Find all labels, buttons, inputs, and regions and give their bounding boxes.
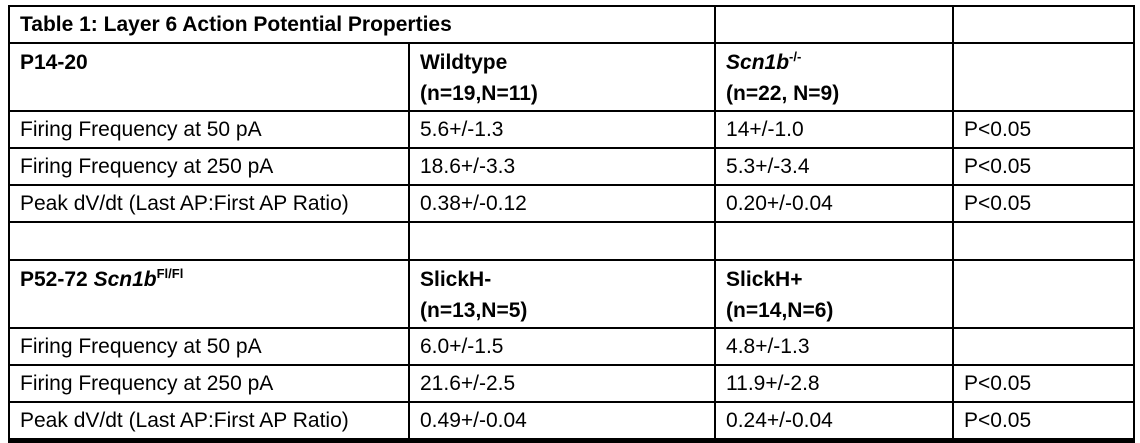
section2-header-row: P52-72 Scn1bFl/Fl SlickH- (n=13,N=5) Sli… <box>8 259 1136 329</box>
table-row: Peak dV/dt (Last AP:First AP Ratio) 0.38… <box>8 184 1136 223</box>
p-value: P<0.05 <box>964 191 1032 215</box>
table-row: Firing Frequency at 250 pA 21.6+/-2.5 11… <box>8 364 1136 403</box>
cutoff-row-border-stub <box>950 440 952 443</box>
slickh-pos-value-cell: 4.8+/-1.3 <box>714 327 955 366</box>
p-value-cell: P<0.05 <box>952 110 1136 149</box>
wildtype-value-cell: 0.38+/-0.12 <box>407 184 717 223</box>
value: 5.6+/-1.3 <box>420 117 504 141</box>
row-label-cell: Firing Frequency at 50 pA <box>8 327 410 366</box>
wildtype-n-count: (n=19,N=11) <box>420 82 538 105</box>
row-label-cell: Peak dV/dt (Last AP:First AP Ratio) <box>8 401 410 443</box>
value: 0.24+/-0.04 <box>726 408 833 432</box>
table-row: Peak dV/dt (Last AP:First AP Ratio) 0.49… <box>8 401 1136 443</box>
section1-header-row: P14-20 Wildtype (n=19,N=11) Scn1b-/- (n=… <box>8 42 1136 112</box>
p-value: P<0.05 <box>964 371 1032 395</box>
title-row-empty-cell <box>714 5 955 44</box>
cutoff-row-border-stub <box>406 440 408 443</box>
row-label-cell: Firing Frequency at 250 pA <box>8 364 410 403</box>
value: 4.8+/-1.3 <box>726 334 810 358</box>
allele-superscript: -/- <box>789 49 802 64</box>
table-row: Firing Frequency at 50 pA 5.6+/-1.3 14+/… <box>8 110 1136 149</box>
cutoff-row-border-stub <box>712 440 714 443</box>
gene-name-italic: Scn1b <box>93 268 157 291</box>
value: 0.20+/-0.04 <box>726 191 833 215</box>
slickh-neg-value-cell: 0.49+/-0.04 <box>407 401 717 443</box>
slickh-neg-value-cell: 21.6+/-2.5 <box>407 364 717 403</box>
slickh-neg-label: SlickH- <box>420 268 492 291</box>
section2-slickh-neg-header-cell: SlickH- (n=13,N=5) <box>407 259 717 329</box>
p-value-cell: P<0.05 <box>952 364 1136 403</box>
row-label: Peak dV/dt (Last AP:First AP Ratio) <box>20 191 349 215</box>
table-row: Firing Frequency at 50 pA 6.0+/-1.5 4.8+… <box>8 327 1136 366</box>
scn1b-label: Scn1b-/- <box>726 47 942 78</box>
spacer-cell <box>8 221 410 261</box>
p-value-cell <box>952 327 1136 366</box>
slickh-neg-n-count: (n=13,N=5) <box>420 299 528 322</box>
cutoff-row-border-stub <box>1131 440 1133 443</box>
value: 0.49+/-0.04 <box>420 408 527 432</box>
section2-group-cell: P52-72 Scn1bFl/Fl <box>8 259 410 329</box>
p-value-cell: P<0.05 <box>952 147 1136 186</box>
spacer-cell <box>952 221 1136 261</box>
action-potential-table: Table 1: Layer 6 Action Potential Proper… <box>7 5 1136 443</box>
row-label-cell: Peak dV/dt (Last AP:First AP Ratio) <box>8 184 410 223</box>
title-row-empty-cell <box>952 5 1136 44</box>
spacer-row <box>8 221 1136 261</box>
row-label-cell: Firing Frequency at 250 pA <box>8 147 410 186</box>
slickh-pos-value-cell: 11.9+/-2.8 <box>714 364 955 403</box>
scn1b-value-cell: 14+/-1.0 <box>714 110 955 149</box>
row-label: Peak dV/dt (Last AP:First AP Ratio) <box>20 408 349 432</box>
allele-superscript: Fl/Fl <box>156 266 184 281</box>
slickh-neg-value-cell: 6.0+/-1.5 <box>407 327 717 366</box>
wildtype-value-cell: 5.6+/-1.3 <box>407 110 717 149</box>
slickh-pos-n-count: (n=14,N=6) <box>726 299 834 322</box>
section2-slickh-pos-header-cell: SlickH+ (n=14,N=6) <box>714 259 955 329</box>
value: 21.6+/-2.5 <box>420 371 516 395</box>
section1-group-label: P14-20 <box>20 51 88 74</box>
table-title-cell: Table 1: Layer 6 Action Potential Proper… <box>7 5 717 44</box>
spacer-cell <box>714 221 955 261</box>
row-label: Firing Frequency at 250 pA <box>20 154 274 178</box>
slickh-pos-label: SlickH+ <box>726 268 803 291</box>
section1-wildtype-header-cell: Wildtype (n=19,N=11) <box>407 42 717 112</box>
value: 5.3+/-3.4 <box>726 154 810 178</box>
scn1b-value-cell: 0.20+/-0.04 <box>714 184 955 223</box>
section1-scn1b-header-cell: Scn1b-/- (n=22, N=9) <box>714 42 955 112</box>
wildtype-value-cell: 18.6+/-3.3 <box>407 147 717 186</box>
cutoff-row-border-stub <box>8 440 10 443</box>
value: 0.38+/-0.12 <box>420 191 527 215</box>
table-title-row: Table 1: Layer 6 Action Potential Proper… <box>7 5 1136 44</box>
slickh-pos-value-cell: 0.24+/-0.04 <box>714 401 955 443</box>
table-title: Table 1: Layer 6 Action Potential Proper… <box>20 12 452 36</box>
value: 6.0+/-1.5 <box>420 334 504 358</box>
section1-group-cell: P14-20 <box>8 42 410 112</box>
p-value-cell: P<0.05 <box>952 184 1136 223</box>
p-value-cell: P<0.05 <box>952 401 1136 443</box>
p-value: P<0.05 <box>964 117 1032 141</box>
table-row: Firing Frequency at 250 pA 18.6+/-3.3 5.… <box>8 147 1136 186</box>
p-value: P<0.05 <box>964 154 1032 178</box>
row-label: Firing Frequency at 50 pA <box>20 117 262 141</box>
value: 14+/-1.0 <box>726 117 804 141</box>
row-label: Firing Frequency at 250 pA <box>20 371 274 395</box>
p-value: P<0.05 <box>964 408 1032 432</box>
section2-header-empty-cell <box>952 259 1136 329</box>
scn1b-n-count: (n=22, N=9) <box>726 82 840 105</box>
wildtype-label: Wildtype <box>420 51 508 74</box>
row-label-cell: Firing Frequency at 50 pA <box>8 110 410 149</box>
row-label: Firing Frequency at 50 pA <box>20 334 262 358</box>
value: 11.9+/-2.8 <box>726 371 820 395</box>
section2-group-prefix: P52-72 <box>20 268 94 291</box>
section1-header-empty-cell <box>952 42 1136 112</box>
value: 18.6+/-3.3 <box>420 154 516 178</box>
gene-name-italic: Scn1b <box>726 51 790 74</box>
scn1b-value-cell: 5.3+/-3.4 <box>714 147 955 186</box>
spacer-cell <box>407 221 717 261</box>
